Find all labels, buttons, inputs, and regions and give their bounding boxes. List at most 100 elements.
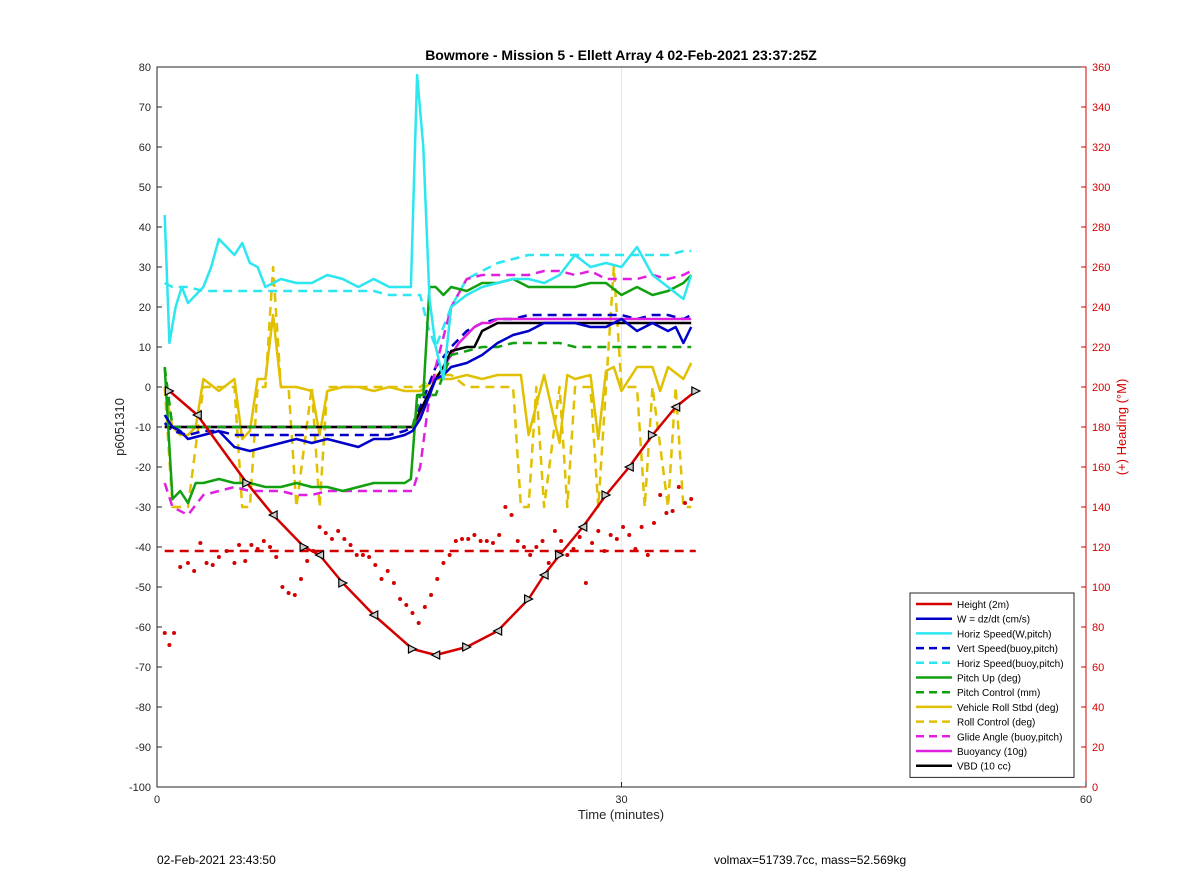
legend-label: VBD (10 cc) bbox=[957, 762, 1011, 773]
heading-point bbox=[268, 545, 273, 549]
heading-point bbox=[503, 505, 508, 509]
series-line-pitch-control-mm bbox=[163, 341, 692, 429]
height-marker bbox=[691, 386, 702, 396]
series-line-w-dz-dt-cm-s bbox=[163, 317, 693, 453]
y2-tick-label: 260 bbox=[1092, 262, 1110, 274]
y2-tick-label: 20 bbox=[1092, 742, 1104, 754]
heading-point bbox=[614, 537, 619, 541]
heading-point bbox=[398, 597, 403, 601]
height-marker bbox=[267, 510, 278, 520]
y-tick-label: 60 bbox=[139, 142, 151, 154]
y2-tick-label: 220 bbox=[1092, 342, 1110, 354]
heading-point bbox=[682, 501, 687, 505]
y2-tick-label: 40 bbox=[1092, 702, 1104, 714]
heading-point bbox=[429, 593, 434, 597]
heading-point bbox=[652, 521, 657, 525]
height-marker bbox=[623, 462, 634, 472]
y2-tick-label: 340 bbox=[1092, 102, 1110, 114]
heading-point bbox=[608, 533, 613, 537]
y2-axis-label: (+) Heading (°M) bbox=[1114, 379, 1129, 476]
y2-tick-label: 200 bbox=[1092, 382, 1110, 394]
heading-point bbox=[373, 563, 378, 567]
legend-label: Pitch Up (deg) bbox=[957, 674, 1021, 685]
heading-point bbox=[676, 485, 681, 489]
series-line-vert-speed-buoy-pitch bbox=[163, 313, 692, 437]
heading-point bbox=[298, 577, 303, 581]
heading-point bbox=[689, 497, 694, 501]
y2-tick-label: 120 bbox=[1092, 542, 1110, 554]
heading-point bbox=[546, 561, 551, 565]
heading-point bbox=[422, 605, 427, 609]
height-marker bbox=[242, 478, 253, 488]
y-tick-label: -90 bbox=[135, 742, 151, 754]
heading-point bbox=[664, 511, 669, 515]
x-axis: 0 30 60 bbox=[154, 782, 1092, 806]
heading-point bbox=[261, 539, 266, 543]
heading-point bbox=[360, 553, 365, 557]
y2-tick-label: 140 bbox=[1092, 502, 1110, 514]
heading-point bbox=[249, 543, 254, 547]
heading-point bbox=[342, 537, 347, 541]
legend-label: Vert Speed(buoy,pitch) bbox=[957, 644, 1058, 655]
heading-point bbox=[521, 545, 526, 549]
y-tick-label: 50 bbox=[139, 182, 151, 194]
height-marker bbox=[601, 490, 612, 500]
right-axis: 0 20 40 60 80 100 120 140 160 180 200 220 240 260 280 3… bbox=[1081, 62, 1110, 794]
height-marker bbox=[670, 402, 681, 412]
heading-point bbox=[348, 543, 353, 547]
heading-point bbox=[336, 529, 341, 533]
chart-title: Bowmore - Mission 5 - Ellett Array 4 02-… bbox=[425, 47, 817, 63]
legend-label: Vehicle Roll Stbd (deg) bbox=[957, 703, 1059, 714]
height-marker bbox=[462, 642, 473, 652]
heading-point bbox=[559, 539, 564, 543]
heading-point bbox=[162, 631, 167, 635]
heading-point bbox=[404, 603, 409, 607]
heading-point bbox=[534, 545, 539, 549]
legend-label: Height (2m) bbox=[957, 600, 1009, 611]
height-marker bbox=[577, 522, 588, 532]
height-marker bbox=[492, 626, 503, 636]
left-axis: -100-90-80-70-60-50-40-30-20-10010203040… bbox=[129, 62, 162, 794]
heading-point bbox=[590, 541, 595, 545]
heading-point bbox=[329, 537, 334, 541]
heading-point bbox=[670, 509, 675, 513]
y-axis-label: p6051310 bbox=[112, 398, 127, 456]
heading-point bbox=[509, 513, 514, 517]
y-tick-label: 0 bbox=[145, 382, 151, 394]
heading-point bbox=[435, 577, 440, 581]
heading-point bbox=[596, 529, 601, 533]
y-tick-label: 80 bbox=[139, 62, 151, 74]
series-line-pitch-up-deg bbox=[163, 274, 693, 505]
heading-point bbox=[416, 621, 421, 625]
heading-point bbox=[178, 565, 183, 569]
y-tick-label: -50 bbox=[135, 582, 151, 594]
y2-tick-label: 320 bbox=[1092, 142, 1110, 154]
y2-tick-label: 160 bbox=[1092, 462, 1110, 474]
y-tick-label: -60 bbox=[135, 622, 151, 634]
heading-point bbox=[354, 553, 359, 557]
y-tick-label: -80 bbox=[135, 702, 151, 714]
heading-point bbox=[639, 525, 644, 529]
heading-point bbox=[286, 591, 291, 595]
heading-point bbox=[243, 559, 248, 563]
height-marker bbox=[538, 570, 549, 580]
heading-point bbox=[583, 581, 588, 585]
y-tick-label: -20 bbox=[135, 462, 151, 474]
footer-timestamp: 02-Feb-2021 23:43:50 bbox=[157, 853, 276, 867]
legend-label: Horiz Speed(W,pitch) bbox=[957, 629, 1051, 640]
y-tick-label: -10 bbox=[135, 422, 151, 434]
y-tick-label: 40 bbox=[139, 222, 151, 234]
height-marker bbox=[430, 650, 441, 660]
heading-point bbox=[577, 535, 582, 539]
heading-point bbox=[210, 563, 215, 567]
heading-point bbox=[540, 539, 545, 543]
heading-point bbox=[453, 539, 458, 543]
y-tick-label: -40 bbox=[135, 542, 151, 554]
heading-point bbox=[447, 553, 452, 557]
heading-point bbox=[478, 539, 483, 543]
heading-point bbox=[204, 561, 209, 565]
x-tick-label: 30 bbox=[615, 794, 627, 806]
heading-point bbox=[305, 559, 310, 563]
heading-point bbox=[472, 533, 477, 537]
